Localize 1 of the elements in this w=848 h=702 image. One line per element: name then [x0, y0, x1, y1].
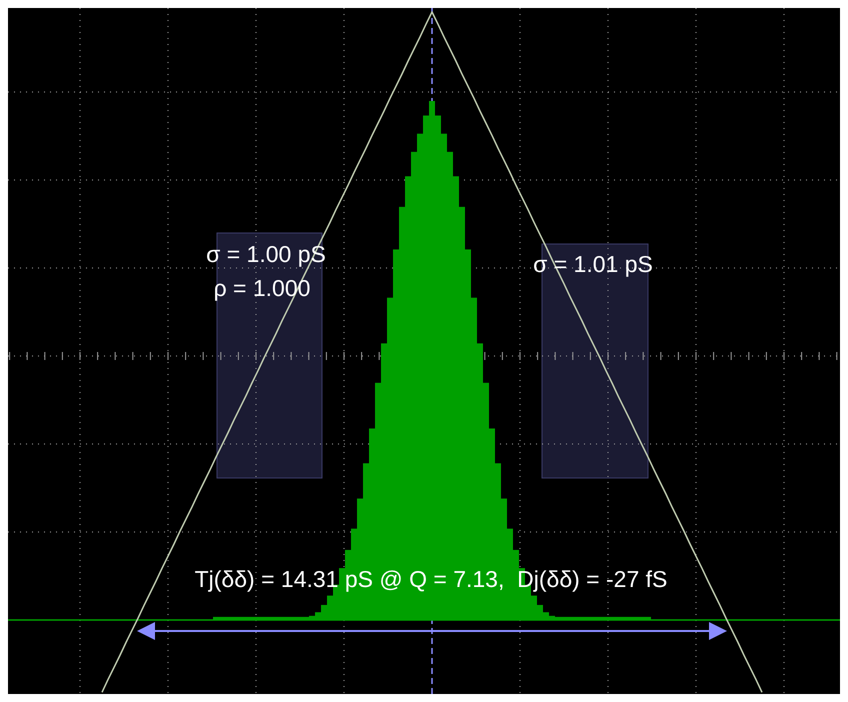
annotation: σ = 1.01 pS	[533, 251, 653, 277]
